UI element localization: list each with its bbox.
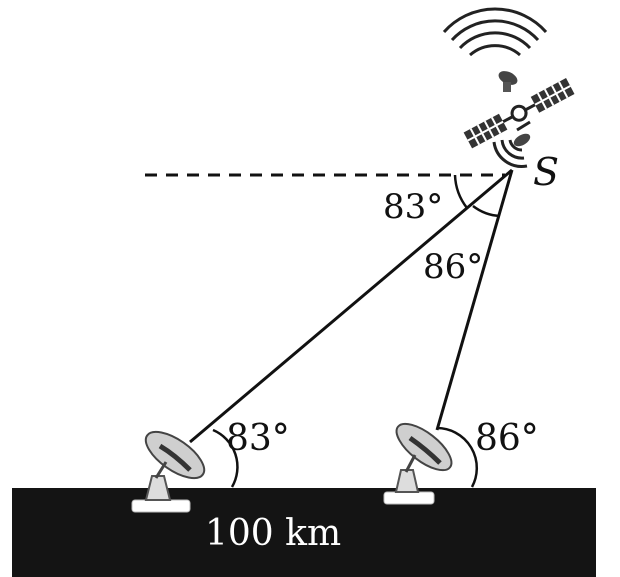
distance-label: 100 km: [205, 513, 341, 554]
sight-line-left: [189, 168, 513, 444]
angle-label-right-station: 86°: [475, 418, 539, 459]
angle-label-left-station: 83°: [226, 418, 290, 459]
ground: [12, 488, 596, 577]
angle-arc-left-station: [212, 428, 239, 488]
angle-arc-satellite-inner: [472, 204, 501, 218]
angle-label-satellite-outer: 83°: [383, 187, 443, 227]
angle-label-satellite-inner: 86°: [423, 247, 483, 287]
angle-arc-right-station: [436, 426, 479, 488]
sight-line-right: [435, 169, 514, 431]
satellite-label: S: [533, 150, 559, 194]
satellite-icon: [442, 7, 575, 168]
angle-arc-satellite-outer: [453, 174, 469, 209]
right-station-dish-icon: [383, 422, 453, 505]
left-station-dish-icon: [131, 430, 206, 513]
